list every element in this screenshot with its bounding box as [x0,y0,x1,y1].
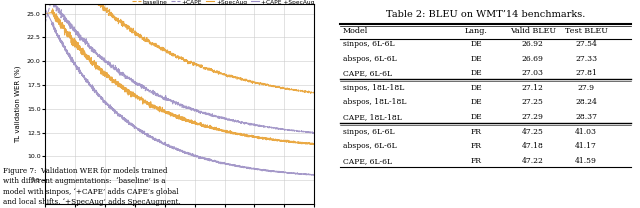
Text: 26.69: 26.69 [522,55,544,63]
+CAPE [41,22,49,24]
+CAPE [303,130,310,133]
+CAPE +SpecAug [303,173,310,176]
+SpecAug [310,143,318,146]
Text: CAPE, 6L-6L: CAPE, 6L-6L [343,157,392,165]
baseline [172,56,180,58]
Text: 28.24: 28.24 [575,99,597,106]
baseline [165,51,173,53]
Text: 41.03: 41.03 [575,128,597,136]
Text: 41.17: 41.17 [575,142,597,150]
+SpecAug [253,137,261,139]
baseline [41,8,49,10]
+CAPE [310,131,318,134]
Text: abspos, 6L-6L: abspos, 6L-6L [343,55,397,63]
baseline [310,92,318,94]
baseline [307,92,314,94]
+CAPE +SpecAug [55,38,63,40]
Text: sinpos, 6L-6L: sinpos, 6L-6L [343,128,394,136]
Line: +SpecAug: +SpecAug [45,9,314,144]
Text: 27.81: 27.81 [575,69,597,77]
+CAPE [253,124,261,126]
Text: 41.59: 41.59 [575,157,597,165]
+CAPE [172,100,180,103]
+CAPE +SpecAug [303,173,310,176]
+CAPE [55,7,63,10]
+SpecAug [165,110,173,113]
+SpecAug [303,142,310,145]
+SpecAug [303,142,310,144]
Text: 26.92: 26.92 [522,40,544,48]
+SpecAug [41,12,49,15]
Text: Figure 7:  Validation WER for models trained
with different augmentations:  ‘bas: Figure 7: Validation WER for models trai… [3,167,181,206]
Text: Valid BLEU: Valid BLEU [509,27,556,35]
+CAPE [303,131,310,133]
Text: FR: FR [471,142,482,150]
Text: abspos, 6L-6L: abspos, 6L-6L [343,142,397,150]
Text: 27.29: 27.29 [522,113,544,121]
Text: 47.25: 47.25 [522,128,544,136]
Text: CAPE, 18L-18L: CAPE, 18L-18L [343,113,402,121]
+SpecAug [307,143,315,146]
Text: DE: DE [470,113,482,121]
Text: Table 2: BLEU on WMT’14 benchmarks.: Table 2: BLEU on WMT’14 benchmarks. [386,10,585,19]
Text: 27.12: 27.12 [522,84,544,92]
Line: baseline: baseline [45,0,314,93]
Text: Lang.: Lang. [465,27,488,35]
+CAPE +SpecAug [172,147,180,149]
Y-axis label: TL validation WER (%): TL validation WER (%) [15,65,21,143]
+CAPE +SpecAug [253,168,261,171]
Text: abspos, 18L-18L: abspos, 18L-18L [343,99,406,106]
Text: DE: DE [470,40,482,48]
+SpecAug [172,117,180,119]
Text: FR: FR [471,157,482,165]
Text: 47.18: 47.18 [522,142,544,150]
+CAPE +SpecAug [165,145,173,147]
Text: DE: DE [470,69,482,77]
Text: FR: FR [471,128,482,136]
+CAPE +SpecAug [310,173,318,176]
+SpecAug [55,19,63,21]
Text: CAPE, 6L-6L: CAPE, 6L-6L [343,69,392,77]
+CAPE [165,99,173,102]
Text: sinpos, 6L-6L: sinpos, 6L-6L [343,40,394,48]
+CAPE +SpecAug [41,8,49,10]
Text: 27.33: 27.33 [575,55,597,63]
Line: +CAPE: +CAPE [45,0,314,133]
Line: +CAPE +SpecAug: +CAPE +SpecAug [45,9,314,175]
Text: 27.03: 27.03 [522,69,544,77]
Legend: baseline, +CAPE, +SpecAug, +CAPE +SpecAug: baseline, +CAPE, +SpecAug, +CAPE +SpecAu… [130,0,317,7]
Text: 27.25: 27.25 [522,99,544,106]
Text: 27.54: 27.54 [575,40,597,48]
+CAPE +SpecAug [308,174,316,176]
Text: 27.9: 27.9 [578,84,595,92]
+CAPE [310,132,318,135]
Text: Test BLEU: Test BLEU [564,27,607,35]
baseline [303,90,310,93]
Text: DE: DE [470,55,482,63]
baseline [303,91,310,93]
+SpecAug [49,8,56,10]
Text: Model: Model [343,27,368,35]
Text: DE: DE [470,84,482,92]
Text: 28.37: 28.37 [575,113,597,121]
Text: sinpos, 18L-18L: sinpos, 18L-18L [343,84,404,92]
Text: 47.22: 47.22 [522,157,544,165]
Text: DE: DE [470,99,482,106]
baseline [253,82,261,84]
